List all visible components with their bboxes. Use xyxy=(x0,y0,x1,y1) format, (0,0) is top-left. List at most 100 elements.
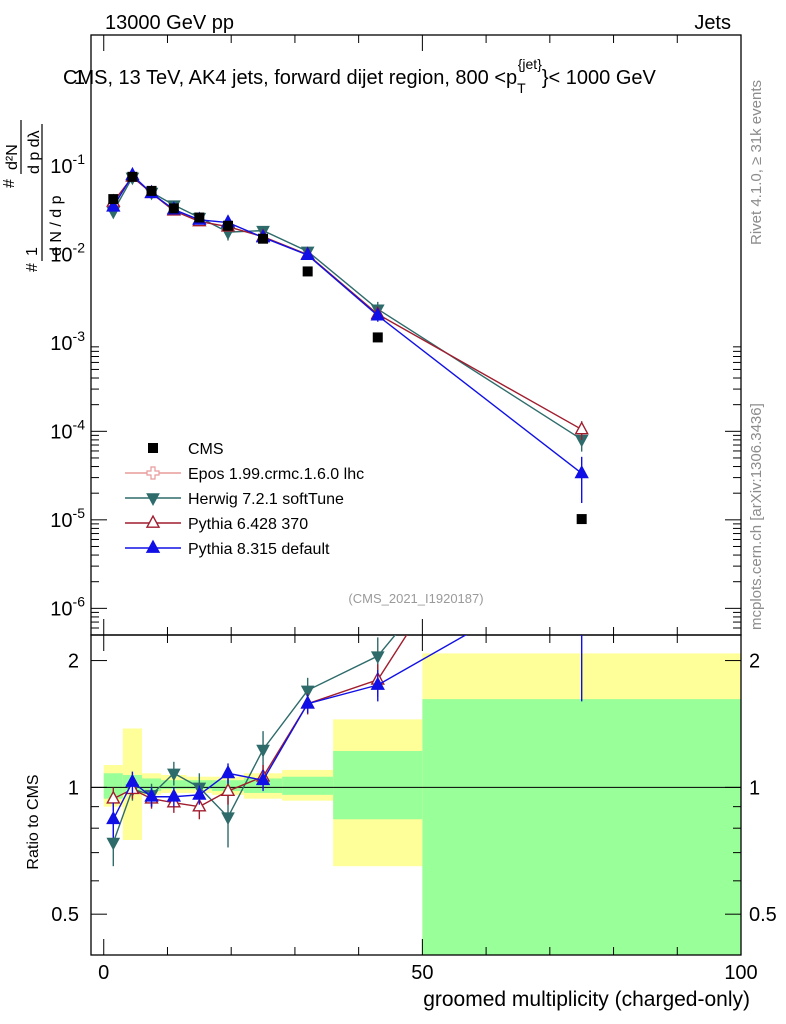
ratio-tick-label-right: 1 xyxy=(749,777,760,799)
legend-marker-3 xyxy=(145,514,161,528)
y-axis-label-d2n: d²N xyxy=(4,144,21,170)
cms-data-layer xyxy=(108,171,587,525)
band-inner-7 xyxy=(282,776,334,795)
axis-ticks xyxy=(91,35,742,956)
series-point-3 xyxy=(300,246,315,260)
y-axis-label: # 1 d N / d p # d²N d p dλ xyxy=(1,120,65,272)
ratio-point-3 xyxy=(576,562,588,573)
y-axis-label-denominator: d N / d p xyxy=(48,195,65,256)
band-inner-0 xyxy=(103,773,123,799)
legend-label-0: CMS xyxy=(188,441,224,458)
x-tick-label: 100 xyxy=(724,962,757,984)
main-series-layer xyxy=(106,166,589,503)
series-line-3 xyxy=(112,174,583,474)
y-tick-label: 10-2 xyxy=(50,239,85,266)
plot-title: CMS, 13 TeV, AK4 jets, forward dijet reg… xyxy=(63,56,657,96)
ratio-point-1 xyxy=(106,837,121,851)
y-tick-labels: 10-6 10-5 10-4 10-3 10-2 10-1 1 xyxy=(50,67,85,620)
ratio-tick-label-right: 0.5 xyxy=(749,904,777,926)
y-tick-label: 10-5 xyxy=(50,505,85,532)
ratio-point-2 xyxy=(576,356,588,367)
y-tick-label: 10-6 xyxy=(50,593,85,620)
legend-label-4: Pythia 8.315 default xyxy=(188,541,330,558)
ratio-point-1 xyxy=(370,651,385,665)
ratio-point-3 xyxy=(125,773,140,787)
rivet-version-label: Rivet 4.1.0, ≥ 31k events xyxy=(748,80,765,245)
ratio-line-1 xyxy=(112,635,397,843)
ratio-series-layer xyxy=(106,356,588,867)
series-point-3 xyxy=(574,464,589,479)
x-tick-label: 50 xyxy=(411,962,433,984)
plot-title-sup: {jet} xyxy=(518,56,542,72)
energy-label: 13000 GeV pp xyxy=(105,12,234,34)
ratio-point-1 xyxy=(256,744,270,758)
analysis-id: (CMS_2021_I1920187) xyxy=(348,591,483,606)
series-point-3 xyxy=(106,198,121,212)
cms-data-point xyxy=(223,220,234,231)
series-point-2 xyxy=(574,421,589,435)
cms-data-point xyxy=(372,332,383,343)
ratio-point-3 xyxy=(220,764,236,779)
y-axis-label-one: 1 xyxy=(24,247,41,256)
cms-data-point xyxy=(194,212,205,223)
series-point-3 xyxy=(370,307,385,321)
band-inner-9 xyxy=(422,699,741,955)
y-tick-label: 10-4 xyxy=(50,416,85,443)
y-axis-label-dpt-dlambda: d p dλ xyxy=(26,130,43,174)
legend-marker-1-shape xyxy=(146,466,160,480)
ratio-point-3 xyxy=(192,786,207,800)
ratio-point-3 xyxy=(300,695,315,709)
ratio-line-2 xyxy=(112,635,408,808)
series-line-1 xyxy=(112,176,583,441)
series-line-2 xyxy=(112,175,583,431)
ratio-point-2 xyxy=(192,798,207,812)
ratio-tick-label-left: 2 xyxy=(68,651,79,673)
legend-marker-2 xyxy=(146,493,160,506)
ratio-point-1 xyxy=(300,685,315,699)
y-tick-label: 10-3 xyxy=(50,328,85,355)
band-inner-8 xyxy=(333,750,423,820)
legend-label-3: Pythia 6.428 370 xyxy=(188,516,308,533)
y-tick-label: 10-1 xyxy=(50,151,85,178)
ratio-panel-frame xyxy=(90,634,742,956)
y-tick-label: 1 xyxy=(74,67,85,89)
process-label: Jets xyxy=(694,12,731,34)
mcplots-label: mcplots.cern.ch [arXiv:1306.3436] xyxy=(748,403,765,630)
legend-label-1: Epos 1.99.crmc.1.6.0 lhc xyxy=(188,466,364,483)
ratio-point-3 xyxy=(370,676,385,690)
ratio-point-3 xyxy=(106,810,121,825)
plot-title-main: CMS, 13 TeV, AK4 jets, forward dijet reg… xyxy=(63,67,517,89)
cms-data-point xyxy=(258,233,269,244)
y-axis-label-hash2: # xyxy=(1,179,18,188)
ratio-line-3 xyxy=(112,635,468,820)
legend: CMS Epos 1.99.crmc.1.6.0 lhc Herwig 7.2.1 … xyxy=(125,441,364,558)
x-tick-label: 0 xyxy=(98,962,109,984)
legend-label-2: Herwig 7.2.1 softTune xyxy=(188,491,344,508)
x-axis-label: groomed multiplicity (charged-only) xyxy=(423,988,750,1011)
legend-marker-0 xyxy=(148,443,158,453)
plot-title-end: }< 1000 GeV xyxy=(542,67,657,89)
cms-data-point xyxy=(127,171,138,182)
ratio-point-1 xyxy=(576,405,588,416)
ratio-tick-label-left: 1 xyxy=(68,777,79,799)
ratio-point-1 xyxy=(167,768,181,782)
ratio-point-1 xyxy=(221,812,235,826)
cms-data-point xyxy=(168,203,179,214)
ratio-point-3 xyxy=(255,771,271,786)
x-tick-labels: 0 50 100 xyxy=(98,962,758,984)
ratio-uncertainty-bands xyxy=(103,653,741,955)
ratio-point-3 xyxy=(144,788,159,802)
legend-marker-4 xyxy=(145,539,161,553)
cms-data-point xyxy=(576,514,587,525)
plot-title-sub: T xyxy=(517,80,526,96)
legend-marker-1 xyxy=(146,466,160,480)
ratio-point-2 xyxy=(220,782,236,796)
ratio-point-3 xyxy=(166,788,182,802)
cms-data-point xyxy=(108,194,119,205)
y-axis-label-hash1: # xyxy=(24,263,41,272)
cms-data-point xyxy=(302,266,313,277)
ratio-tick-label-right: 2 xyxy=(749,651,760,673)
ratio-tick-labels: 0.5 0.5 1 1 2 2 xyxy=(51,651,777,927)
ratio-tick-label-left: 0.5 xyxy=(51,904,79,926)
